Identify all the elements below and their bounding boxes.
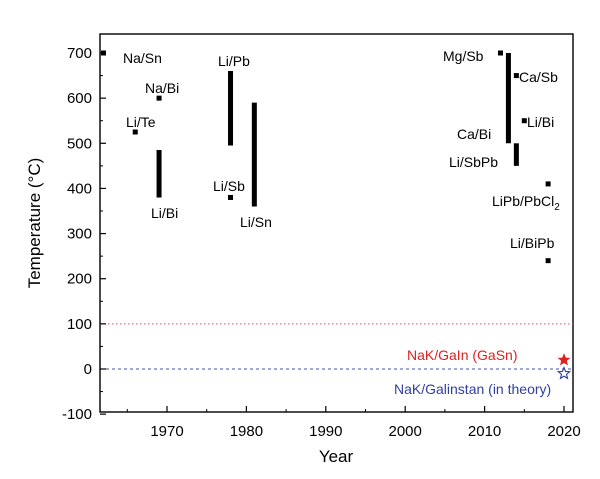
y-tick-label: 500 (67, 135, 92, 152)
y-tick-label: 600 (67, 90, 92, 107)
point-ca-sb (513, 73, 519, 79)
label-li-sbpb: Li/SbPb (449, 154, 498, 170)
label-mg-sb: Mg/Sb (443, 48, 484, 64)
point-na-sn (100, 50, 106, 56)
label-li-bi-left: Li/Bi (151, 205, 178, 221)
x-tick-label: 2000 (389, 423, 422, 440)
data-points (100, 50, 551, 264)
x-axis-title: Year (319, 447, 354, 466)
axis-ticks: 1970 1980 1990 2000 2010 2020 -100 0 100 200 300 40… (62, 45, 581, 440)
reference-lines (100, 323, 573, 370)
range-bars (156, 53, 519, 207)
y-tick-label: 700 (67, 45, 92, 62)
x-tick-label: 1990 (309, 423, 342, 440)
y-tick-label: -100 (62, 406, 92, 423)
y-tick-label: 400 (67, 180, 92, 197)
x-tick-label: 2010 (468, 423, 501, 440)
label-li-sb: Li/Sb (213, 178, 245, 194)
label-nak-gain: NaK/GaIn (GaSn) (407, 347, 518, 363)
point-lipb-pbcl2 (545, 181, 551, 187)
label-na-bi: Na/Bi (145, 80, 179, 96)
label-li-sn: Li/Sn (240, 214, 272, 230)
label-ca-sb: Ca/Sb (519, 69, 558, 85)
label-nak-galinstan: NaK/Galinstan (in theory) (394, 381, 551, 397)
y-tick-label: 200 (67, 271, 92, 288)
x-tick-label: 2020 (547, 423, 580, 440)
y-tick-label: 300 (67, 226, 92, 243)
label-na-sn: Na/Sn (123, 50, 162, 66)
x-tick-label: 1970 (150, 423, 183, 440)
star-filled-marker (557, 353, 571, 366)
label-li-te: Li/Te (126, 114, 156, 130)
label-lipb-pbcl2: LiPb/PbCl2 (492, 193, 560, 213)
label-lipb-pbcl2-sub: 2 (554, 202, 560, 213)
plot-frame (99, 33, 574, 413)
point-li-te (132, 129, 138, 135)
point-mg-sb (497, 50, 503, 56)
x-tick-label: 1980 (230, 423, 263, 440)
label-lipb-pbcl2-main: LiPb/PbCl (492, 193, 554, 209)
y-tick-label: 0 (84, 361, 92, 378)
star-open-marker (556, 366, 572, 380)
point-li-bipb (545, 258, 551, 264)
point-na-bi (156, 95, 162, 101)
label-li-pb: Li/Pb (218, 53, 250, 69)
label-li-bi-right: Li/Bi (527, 114, 554, 130)
label-li-bipb: Li/BiPb (510, 235, 555, 251)
special-markers (556, 353, 572, 380)
y-tick-label: 100 (67, 316, 92, 333)
point-li-sb (228, 194, 234, 200)
y-axis-title: Temperature (°C) (25, 158, 44, 289)
point-li-bi (521, 118, 527, 124)
label-ca-bi: Ca/Bi (457, 126, 491, 142)
